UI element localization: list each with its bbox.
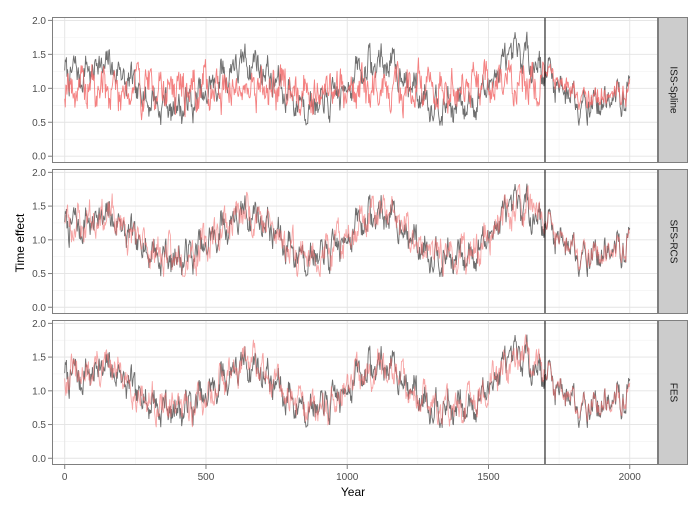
panel-background [52,17,658,163]
facet-strip [658,320,688,465]
series-line-reference [64,334,631,428]
x-tick-label: 1000 [336,472,359,483]
x-tick-label: 500 [198,472,215,483]
series-line-estimate [64,183,630,278]
y-tick-label: 0.0 [32,454,46,465]
y-tick-label: 1.5 [32,202,46,213]
panel-border [52,169,658,314]
facet-panel-3: FES [52,320,688,465]
x-tick-label: 1500 [477,472,500,483]
x-tick-label: 0 [62,472,68,483]
y-tick-label: 1.0 [32,235,46,246]
y-tick-label: 2.0 [32,168,46,179]
y-tick-label: 1.5 [32,50,46,61]
y-tick-label: 0.5 [32,118,46,129]
y-tick-label: 1.0 [32,84,46,95]
axes-layer: 0.0 0.5 1.0 1.5 2.0 0.0 0.5 1.0 1.5 2.0 0.0 0.5 1.0 1… [32,16,641,483]
panels-layer: ISS-Spline SFS-RCS FES [52,17,688,465]
series-line-estimate [64,57,631,121]
x-tick-label: 2000 [619,472,642,483]
y-tick-label: 0.5 [32,269,46,280]
y-tick-label: 2.0 [32,16,46,27]
series-line-reference [64,31,631,126]
facet-strip-label: SFS-RCS [667,220,678,264]
x-axis-title: Year [341,485,365,499]
y-tick-label: 1.0 [32,386,46,397]
y-tick-label: 0.5 [32,420,46,431]
series-line-estimate [64,334,631,428]
facet-strip [658,169,688,314]
facet-strip-label: FES [667,383,678,403]
y-tick-label: 2.0 [32,319,46,330]
y-tick-label: 0.0 [32,152,46,163]
y-tick-label: 1.5 [32,353,46,364]
y-tick-label: 0.0 [32,303,46,314]
panel-border [52,320,658,465]
facet-panel-2: SFS-RCS [52,169,688,314]
facet-strip-label: ISS-Spline [667,66,678,114]
facet-panel-1: ISS-Spline [52,17,688,163]
facet-strip [658,17,688,163]
panel-border [52,17,658,163]
y-axis-title: Time effect [13,213,27,272]
